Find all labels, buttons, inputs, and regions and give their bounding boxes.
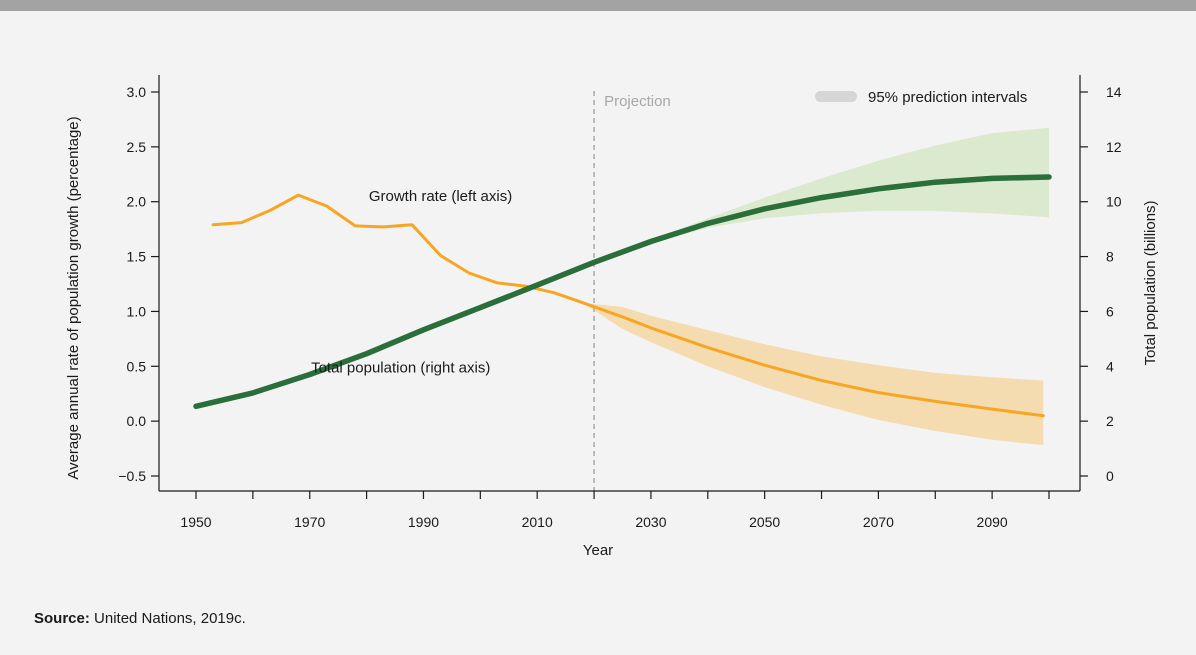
left-tick-label: 2.0: [127, 194, 147, 210]
left-tick-label: 0.5: [127, 358, 147, 374]
right-tick-label: 0: [1106, 468, 1114, 484]
right-tick-label: 4: [1106, 358, 1114, 374]
total-population-line: [193, 174, 1052, 410]
legend-label: 95% prediction intervals: [868, 89, 1027, 106]
left-axis-label: Average annual rate of population growth…: [65, 116, 82, 479]
x-tick-label: 2050: [749, 514, 780, 530]
x-tick-label: 2030: [635, 514, 666, 530]
x-axis-label: Year: [583, 542, 613, 559]
x-tick-label: 1950: [180, 514, 211, 530]
x-tick-label: 2010: [522, 514, 553, 530]
growth-prediction-band: [582, 302, 1044, 446]
right-tick-label: 10: [1106, 194, 1122, 210]
source-label: Source:: [34, 610, 90, 627]
x-tick-label: 1970: [294, 514, 325, 530]
left-tick-label: 0.0: [127, 413, 147, 429]
axes: −0.5 0.0 0.5 1.0 1.5 2.0 2.5 3.0 0 2 4 6 8 10 12 14 1950…: [118, 75, 1122, 530]
left-tick-label: 1.0: [127, 303, 147, 319]
right-tick-label: 6: [1106, 303, 1114, 319]
x-tick-label: 2070: [863, 514, 894, 530]
population-growth-chart: Projection −0.5 0.0 0.5 1.0 1.5 2.0 2.5 3.0 0 2 4 6…: [65, 75, 1159, 559]
right-tick-label: 2: [1106, 413, 1114, 429]
series-lines: [193, 174, 1052, 418]
right-axis-label: Total population (billions): [1142, 200, 1159, 365]
total-population-annotation: Total population (right axis): [311, 359, 490, 376]
source-note: Source: United Nations, 2019c.: [34, 610, 246, 627]
prediction-bands: [582, 127, 1049, 446]
right-tick-label: 14: [1106, 84, 1122, 100]
left-tick-label: 2.5: [127, 139, 147, 155]
right-tick-label: 12: [1106, 139, 1122, 155]
top-bar: [0, 0, 1196, 11]
left-tick-label: −0.5: [118, 468, 146, 484]
x-tick-label: 2090: [977, 514, 1008, 530]
left-tick-label: 1.5: [127, 249, 147, 265]
legend: 95% prediction intervals: [815, 89, 1027, 106]
projection-label: Projection: [604, 93, 671, 110]
growth-rate-line: [211, 193, 1045, 418]
source-text: United Nations, 2019c.: [89, 610, 246, 627]
left-tick-label: 3.0: [127, 84, 147, 100]
x-tick-label: 1990: [408, 514, 439, 530]
legend-swatch: [815, 91, 857, 102]
growth-rate-annotation: Growth rate (left axis): [369, 188, 512, 205]
right-tick-label: 8: [1106, 249, 1114, 265]
